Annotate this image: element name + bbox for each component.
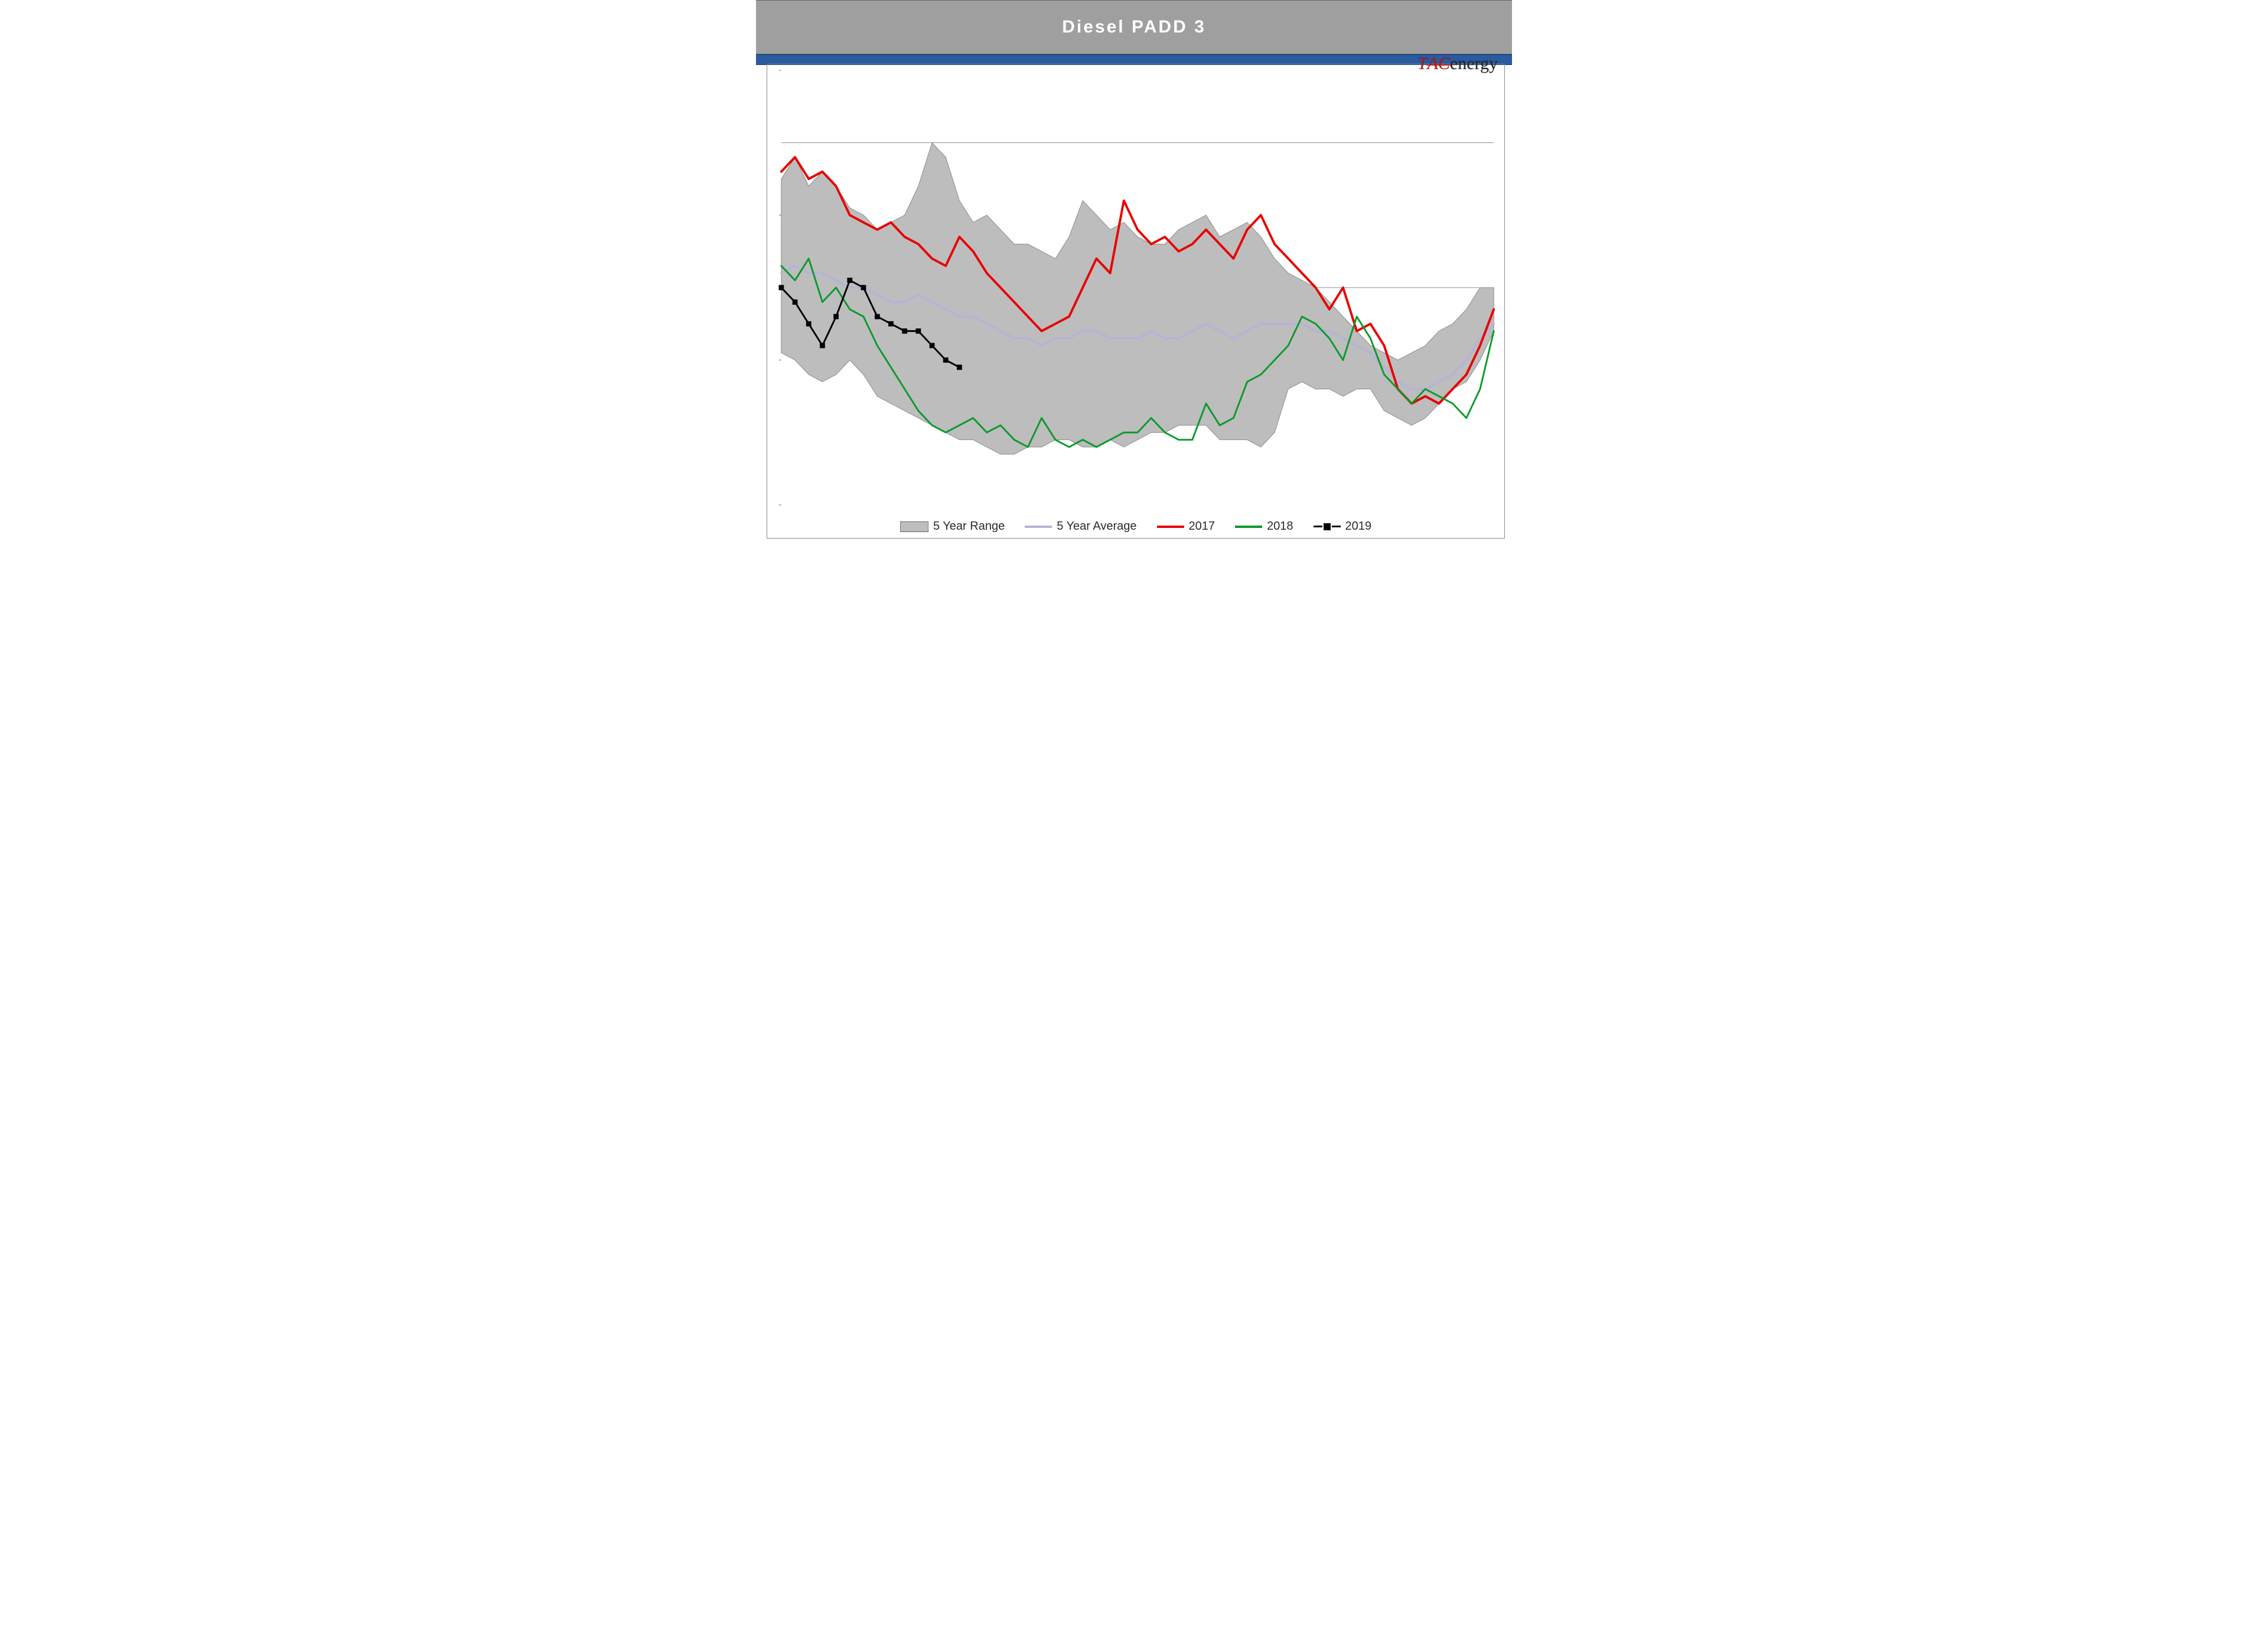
chart-svg — [778, 67, 1497, 508]
plot-frame: 5 Year Range 5 Year Average 2017 2018 20… — [767, 64, 1505, 539]
legend-item-2018: 2018 — [1235, 520, 1293, 533]
legend-item-avg: 5 Year Average — [1025, 520, 1136, 533]
title-banner: Diesel PADD 3 TACenergy — [756, 0, 1512, 54]
logo-letter-T: T — [1418, 54, 1428, 73]
legend-swatch-2019 — [1314, 523, 1341, 530]
legend-swatch-range — [900, 521, 928, 532]
legend-swatch-2018 — [1235, 526, 1262, 528]
brand-logo: TACenergy — [1418, 54, 1498, 74]
chart-title: Diesel PADD 3 — [756, 1, 1512, 54]
legend: 5 Year Range 5 Year Average 2017 2018 20… — [767, 520, 1504, 533]
legend-swatch-avg — [1025, 526, 1052, 528]
logo-letters-AC: AC — [1428, 54, 1450, 73]
legend-label-range: 5 Year Range — [933, 520, 1005, 533]
legend-label-2018: 2018 — [1267, 520, 1293, 533]
legend-label-2019: 2019 — [1345, 520, 1372, 533]
legend-item-2019: 2019 — [1314, 520, 1372, 533]
chart-card: Diesel PADD 3 TACenergy 5 Year Range 5 Y… — [756, 0, 1512, 549]
legend-label-avg: 5 Year Average — [1057, 520, 1136, 533]
legend-label-2017: 2017 — [1189, 520, 1216, 533]
legend-item-2017: 2017 — [1157, 520, 1216, 533]
plot-area — [778, 67, 1497, 508]
legend-item-range: 5 Year Range — [900, 520, 1005, 533]
legend-swatch-2017 — [1157, 526, 1184, 528]
logo-word-energy: energy — [1450, 54, 1498, 73]
